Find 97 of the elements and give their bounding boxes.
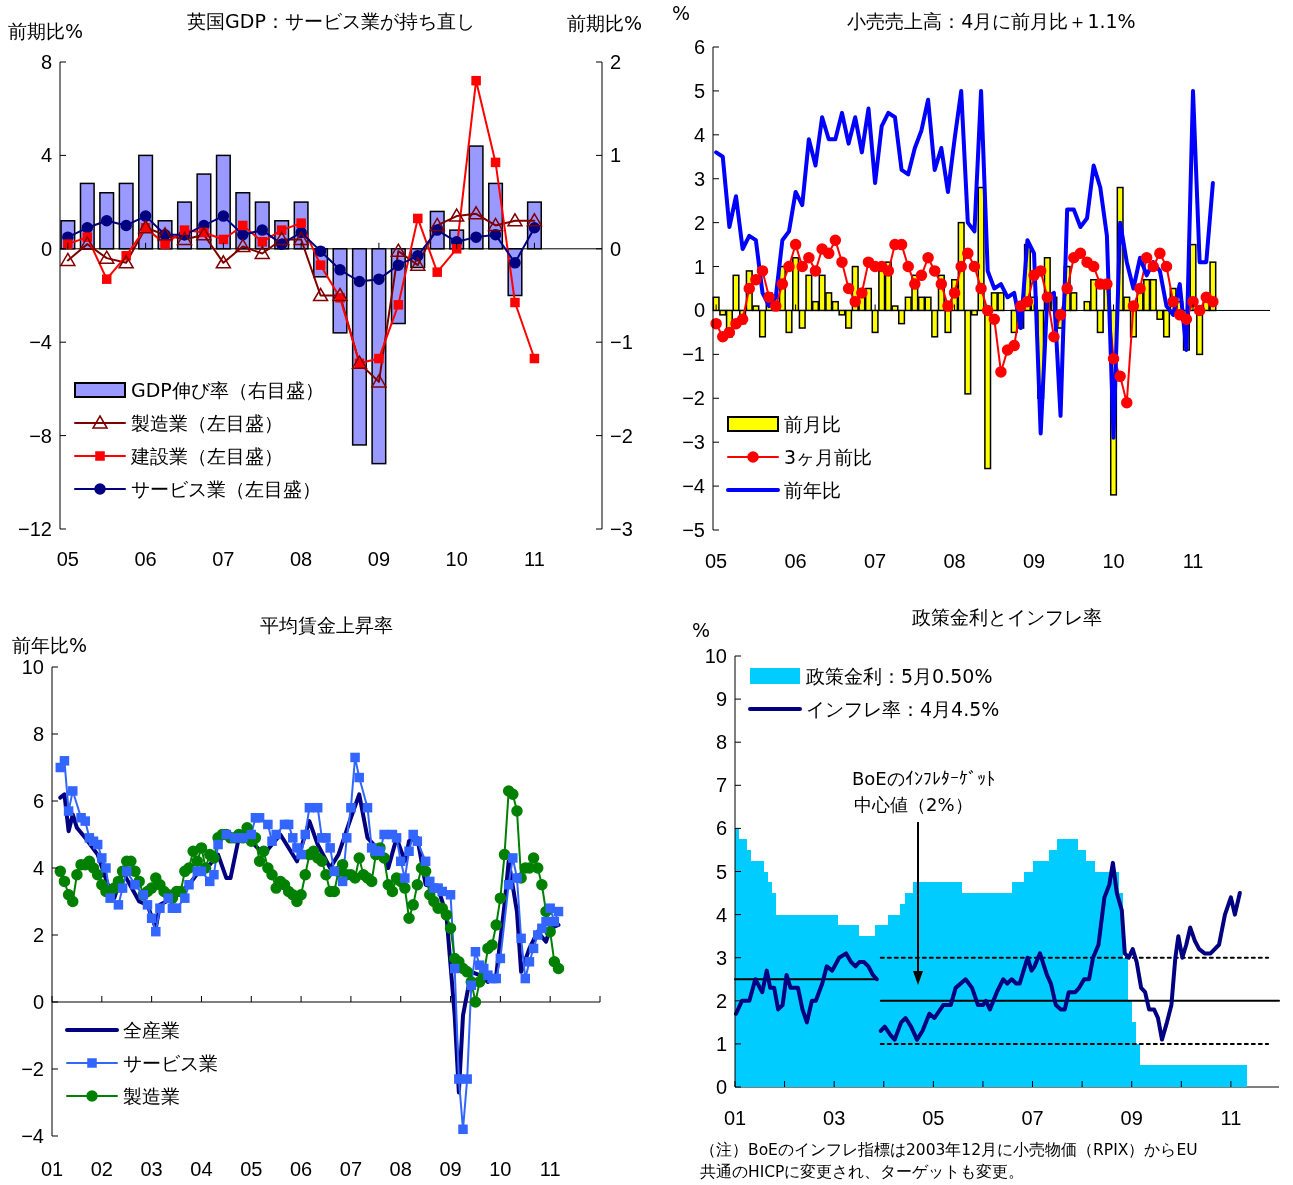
- y-tick-label: −8: [29, 424, 52, 447]
- y-axis-title: %: [672, 2, 691, 24]
- x-tick-label: 08: [290, 548, 313, 570]
- y-tick-label: 0: [693, 299, 705, 322]
- x-tick-label: 07: [1021, 1107, 1044, 1129]
- y-tick-label: 4: [693, 123, 705, 146]
- x-tick-label: 11: [1220, 1107, 1242, 1129]
- y-tick-label: 8: [40, 51, 52, 73]
- y-tick-label: 10: [21, 656, 44, 678]
- y-tick-label: −12: [18, 518, 52, 540]
- x-tick-label: 07: [212, 548, 235, 570]
- x-tick-label: 02: [90, 1158, 113, 1180]
- y-tick-label: 4: [715, 903, 727, 926]
- y-tick-label: −3: [682, 431, 705, 454]
- y2-tick-label: 2: [610, 51, 622, 73]
- x-tick-label: 05: [922, 1107, 945, 1129]
- x-tick-label: 11: [539, 1158, 561, 1180]
- y2-tick-label: −2: [610, 424, 633, 447]
- legend-label: 全産業: [123, 1018, 180, 1041]
- y2-tick-label: 1: [610, 144, 622, 167]
- x-tick-label: 10: [445, 548, 468, 570]
- y-tick-label: 4: [40, 144, 52, 167]
- x-tick-label: 05: [240, 1158, 263, 1180]
- x-tick-label: 05: [705, 550, 728, 572]
- x-tick-label: 01: [40, 1158, 64, 1180]
- x-tick-label: 08: [943, 550, 966, 572]
- y-tick-label: −2: [682, 387, 705, 410]
- x-tick-label: 07: [863, 550, 887, 572]
- y-tick-label: 1: [715, 1032, 727, 1055]
- y2-tick-label: 0: [610, 237, 622, 260]
- chart-title: 平均賃金上昇率: [259, 614, 393, 636]
- legend-label: サービス業: [123, 1051, 218, 1074]
- x-tick-label: 06: [289, 1158, 313, 1180]
- y-tick-label: 8: [715, 731, 727, 754]
- y-tick-label: −1: [682, 343, 705, 366]
- text: （注）BoEのインフレ指標は2003年12月に小売物価（RPIX）からEU 共通のHICPに変更され、ターゲットも変更。: [700, 1141, 1198, 1182]
- y-tick-label: 3: [693, 167, 705, 190]
- x-tick-label: 07: [339, 1158, 363, 1180]
- x-tick-label: 04: [190, 1158, 213, 1180]
- y-tick-label: 7: [715, 774, 727, 797]
- y-axis-title: %: [692, 619, 711, 641]
- annotation: BoEのｲﾝﾌﾚﾀｰｹﾞｯﾄ中心値（2%）: [852, 768, 995, 816]
- y-tick-label: −4: [21, 1125, 44, 1147]
- y-tick-label: 2: [715, 989, 727, 1012]
- chart-title: 小売売上高：4月に前月比＋1.1%: [847, 10, 1136, 32]
- x-tick-label: 11: [524, 548, 545, 570]
- y-axis-title: 前年比%: [12, 634, 88, 656]
- chart-title: 英国GDP：サービス業が持ち直し: [187, 10, 475, 32]
- chart-title: 政策金利とインフレ率: [912, 606, 1102, 628]
- legend-label: サービス業（左目盛）: [131, 477, 321, 500]
- y-tick-label: 6: [693, 36, 705, 58]
- x-tick-label: 01: [723, 1107, 747, 1129]
- y-tick-label: 1: [693, 255, 705, 278]
- y2-axis-title: 前期比%: [566, 12, 642, 34]
- y-tick-label: 5: [693, 79, 705, 102]
- x-tick-label: 03: [140, 1158, 163, 1180]
- y-tick-label: −2: [21, 1058, 44, 1080]
- y-tick-label: 9: [715, 688, 727, 711]
- x-tick-label: 06: [134, 548, 157, 570]
- y2-tick-label: −1: [610, 331, 633, 354]
- y-tick-label: 5: [715, 860, 727, 883]
- x-tick-label: 10: [1102, 550, 1125, 572]
- legend-label: 前年比: [784, 478, 841, 501]
- y-tick-label: 4: [32, 857, 44, 879]
- legend-label: 製造業（左目盛）: [131, 411, 283, 434]
- legend-label: 製造業: [123, 1084, 180, 1107]
- x-tick-label: 06: [784, 550, 807, 572]
- y-tick-label: 6: [32, 790, 44, 812]
- legend-label: 建設業（左目盛）: [130, 444, 283, 467]
- x-tick-label: 08: [389, 1158, 412, 1180]
- y-tick-label: −4: [682, 475, 705, 498]
- y-tick-label: 3: [715, 946, 727, 969]
- legend-label: 3ヶ月前比: [784, 445, 873, 468]
- y-tick-label: 8: [32, 723, 44, 745]
- y-tick-label: 0: [40, 237, 52, 260]
- x-tick-label: 11: [1182, 550, 1204, 572]
- y-tick-label: 10: [704, 645, 727, 667]
- x-tick-label: 10: [489, 1158, 512, 1180]
- y-tick-label: 0: [715, 1076, 727, 1098]
- y-tick-label: 0: [32, 991, 44, 1013]
- legend-label: インフレ率：4月4.5%: [806, 697, 1000, 720]
- x-tick-label: 05: [56, 548, 79, 570]
- y-tick-label: 2: [32, 924, 44, 946]
- x-tick-label: 09: [367, 548, 391, 570]
- legend-label: GDP伸び率（右目盛）: [131, 378, 324, 401]
- legend-label: 前月比: [784, 412, 841, 435]
- x-tick-label: 03: [823, 1107, 846, 1129]
- y2-tick-label: −3: [610, 518, 633, 540]
- x-tick-label: 09: [1022, 550, 1046, 572]
- y-tick-label: −5: [682, 519, 705, 541]
- y-tick-label: 6: [715, 817, 727, 840]
- legend-label: 政策金利：5月0.50%: [806, 664, 993, 687]
- x-tick-label: 09: [439, 1158, 462, 1180]
- y-tick-label: −4: [29, 331, 52, 354]
- x-tick-label: 09: [1120, 1107, 1143, 1129]
- y-tick-label: 2: [693, 211, 705, 234]
- y-axis-title: 前期比%: [8, 20, 84, 42]
